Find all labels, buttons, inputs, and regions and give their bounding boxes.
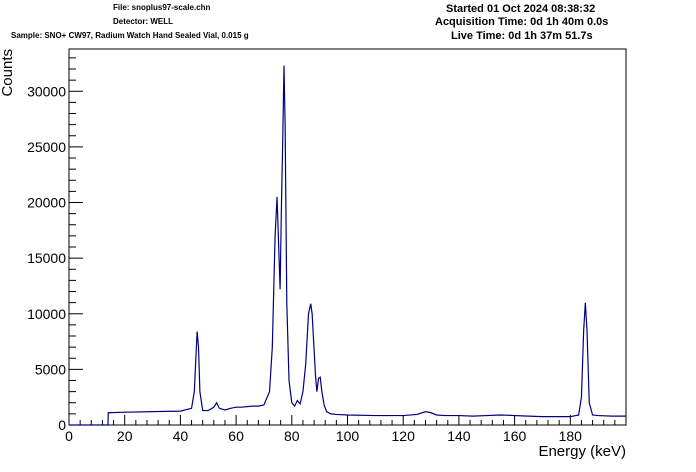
y-tick-label: 20000	[27, 195, 66, 211]
detector-label: Detector: WELL	[113, 17, 173, 26]
y-tick-label: 5000	[35, 361, 66, 377]
y-tick-label: 30000	[27, 83, 66, 99]
y-axis-label: Counts	[0, 49, 16, 97]
y-tick-label: 10000	[27, 306, 66, 322]
y-tick-label: 15000	[27, 250, 66, 266]
y-tick-label: 25000	[27, 139, 66, 155]
started-label: Started 01 Oct 2024 08:38:32	[446, 3, 596, 15]
x-axis: 0 20 40 60 80 100 120 140 160 180	[65, 415, 627, 444]
live-time-label: Live Time: 0d 1h 37m 51.7s	[451, 30, 593, 42]
x-tick-label: 100	[336, 428, 360, 444]
y-tick-label: 0	[58, 417, 66, 433]
x-tick-label: 60	[228, 428, 244, 444]
x-tick-label: 180	[559, 428, 583, 444]
x-tick-label: 40	[173, 428, 189, 444]
x-tick-label: 20	[117, 428, 133, 444]
x-tick-label: 80	[284, 428, 300, 444]
x-tick-label: 160	[503, 428, 527, 444]
acquisition-time-label: Acquisition Time: 0d 1h 40m 0.0s	[435, 16, 609, 28]
y-axis: 0 5000 10000 15000 20000 25000 30000	[27, 57, 83, 433]
x-tick-label: 140	[447, 428, 471, 444]
file-label: File: snoplus97-scale.chn	[113, 3, 211, 12]
sample-label: Sample: SNO+ CW97, Radium Watch Hand Sea…	[11, 31, 249, 40]
x-axis-label: Energy (keV)	[538, 443, 626, 460]
x-tick-label: 120	[392, 428, 416, 444]
x-tick-label: 0	[65, 428, 73, 444]
plot-frame	[68, 48, 627, 426]
spectrum-line	[69, 65, 626, 426]
